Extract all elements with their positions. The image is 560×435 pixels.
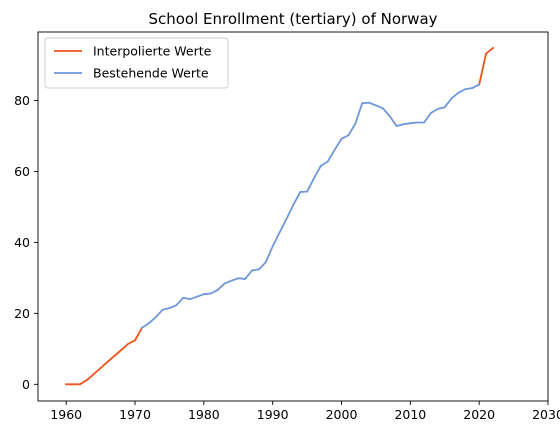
- data-point: [416, 121, 419, 124]
- data-point: [436, 108, 439, 110]
- data-point: [161, 308, 164, 311]
- data-point: [423, 121, 426, 124]
- data-point: [72, 383, 74, 386]
- data-point: [237, 277, 240, 280]
- data-point: [471, 87, 474, 89]
- legend: Interpolierte Werte Bestehende Werte: [44, 37, 229, 89]
- data-point: [313, 177, 315, 180]
- data-point: [244, 278, 247, 280]
- chart-title: School Enrollment (tertiary) of Norway: [148, 10, 437, 28]
- data-point: [223, 282, 226, 285]
- y-tick-label: 0: [22, 377, 30, 392]
- data-point: [168, 307, 171, 309]
- data-point: [381, 107, 384, 110]
- x-tick-label: 2000: [326, 407, 358, 422]
- x-tick-label: 2010: [394, 407, 426, 422]
- data-point: [113, 355, 116, 357]
- data-point: [319, 164, 322, 167]
- data-point: [409, 122, 412, 125]
- data-point: [134, 339, 136, 342]
- series-1: [65, 46, 495, 386]
- x-tick-label: 1980: [188, 407, 220, 422]
- data-point: [388, 115, 391, 117]
- data-point: [189, 298, 192, 301]
- y-tick-label: 20: [14, 306, 30, 321]
- data-point: [216, 289, 219, 291]
- data-point: [402, 123, 405, 126]
- data-point: [333, 148, 336, 151]
- data-point: [120, 349, 123, 351]
- series-line: [140, 83, 481, 330]
- data-point: [251, 269, 253, 272]
- legend-label: Interpolierte Werte: [93, 44, 212, 59]
- data-point: [485, 52, 487, 55]
- data-point: [292, 203, 295, 206]
- data-point: [347, 134, 350, 137]
- legend-box: [44, 37, 229, 89]
- data-point: [430, 112, 432, 114]
- data-point: [285, 218, 288, 220]
- x-tick-label: 1990: [257, 407, 289, 422]
- data-point: [141, 327, 143, 329]
- data-point: [278, 231, 281, 234]
- data-point: [202, 293, 205, 296]
- data-point: [175, 304, 178, 307]
- series-layer: [65, 46, 495, 386]
- data-point: [182, 296, 185, 299]
- data-point: [79, 383, 81, 386]
- data-point: [258, 268, 260, 271]
- data-point: [264, 261, 267, 264]
- data-point: [340, 137, 343, 140]
- data-point: [354, 123, 357, 125]
- data-point: [375, 104, 377, 107]
- x-tick-label: 2030: [532, 407, 560, 422]
- data-point: [457, 91, 460, 94]
- data-point: [361, 102, 364, 105]
- data-point: [92, 373, 95, 375]
- data-point: [154, 316, 157, 319]
- data-point: [271, 245, 274, 248]
- data-point: [85, 379, 88, 381]
- y-axis: 0 20 40 60 80: [14, 93, 38, 392]
- data-point: [127, 342, 130, 345]
- data-point: [464, 88, 467, 91]
- y-tick-label: 80: [14, 93, 30, 108]
- data-point: [306, 190, 309, 193]
- data-point: [395, 125, 398, 127]
- data-point: [478, 83, 481, 86]
- x-tick-label: 1960: [50, 407, 82, 422]
- x-tick-label: 1970: [119, 407, 151, 422]
- data-point: [443, 106, 446, 109]
- data-point: [230, 279, 233, 282]
- data-point: [106, 361, 109, 363]
- y-tick-label: 40: [14, 235, 30, 250]
- data-point: [147, 322, 150, 325]
- data-point: [450, 97, 453, 100]
- x-tick-label: 2020: [463, 407, 495, 422]
- data-point: [326, 160, 329, 163]
- data-point: [99, 367, 102, 369]
- axes-frame: [37, 31, 549, 402]
- data-point: [299, 191, 302, 193]
- data-point: [65, 383, 68, 386]
- legend-label: Bestehende Werte: [93, 66, 209, 81]
- series-line: [65, 326, 144, 386]
- data-point: [492, 47, 494, 49]
- data-point: [368, 101, 370, 104]
- x-axis: 1960 1970 1980 1990 2000 2010 2020 2030: [50, 401, 560, 422]
- data-point: [209, 292, 212, 295]
- series-2: [140, 83, 481, 330]
- y-tick-label: 60: [14, 164, 30, 179]
- data-point: [196, 295, 198, 298]
